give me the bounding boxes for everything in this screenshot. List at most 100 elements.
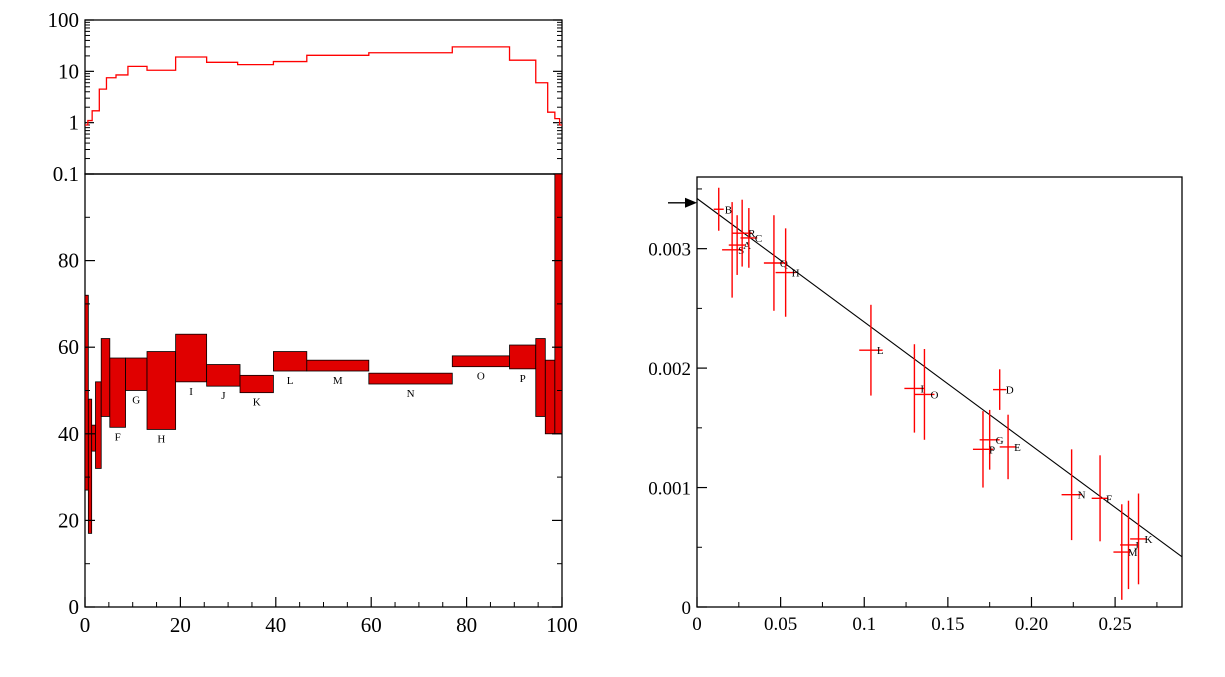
isochron-point: O: [914, 349, 938, 440]
age-step-bar: [273, 351, 308, 372]
isochron-point: P: [972, 411, 995, 488]
atmospheric-arrow: [668, 197, 697, 208]
isochron-point: S: [722, 202, 744, 298]
iso-y-tick-label: 0.002: [648, 359, 691, 380]
point-label: A: [743, 240, 751, 252]
age-y-tick-label: 0: [69, 595, 80, 619]
age-y-tick-label: 80: [58, 249, 79, 273]
kca-tick-label: 100: [48, 8, 80, 32]
age-axis-ticks: 0 20 40 60 80 100 0 20 40 60 80: [58, 216, 578, 637]
point-label: Q: [780, 258, 788, 270]
point-label: D: [1006, 385, 1014, 397]
age-step-label: M: [333, 375, 343, 387]
age-step-bar: [109, 357, 126, 428]
age-step-label: N: [407, 388, 415, 400]
point-label: S: [738, 245, 744, 257]
age-x-tick-label: 40: [265, 613, 286, 637]
point-label: B: [725, 204, 732, 216]
age-step-label: K: [253, 397, 261, 409]
point-label: R: [748, 228, 756, 240]
iso-x-tick-label: 0.25: [1098, 614, 1131, 635]
isochron-point: K: [1130, 493, 1153, 585]
age-step-label: I: [189, 386, 193, 398]
atm-arrow-head: [685, 197, 697, 208]
isochron-point: E: [999, 414, 1021, 480]
age-x-tick-label: 0: [80, 613, 91, 637]
point-label: M: [1128, 547, 1138, 559]
isochron-point: I: [904, 344, 925, 433]
isochron-point: J: [1120, 500, 1139, 590]
age-step-labels: F G H I J K L M N O P: [115, 371, 526, 446]
age-step-bar: [146, 351, 177, 430]
point-label: L: [877, 345, 884, 357]
point-label: O: [930, 389, 938, 401]
kca-tick-label: 0.1: [53, 162, 79, 186]
point-label: C: [755, 233, 762, 245]
kca-step-line: [85, 46, 562, 126]
age-step-bar: [535, 338, 546, 417]
age-step-bar: [125, 357, 148, 391]
kca-plot-frame: [84, 19, 563, 175]
iso-y-tick-label: 0.001: [648, 479, 691, 500]
age-y-tick-label: 60: [58, 335, 79, 359]
iso-x-tick-label: 0: [692, 614, 702, 635]
age-step-bar: [87, 398, 93, 534]
age-step-bar: [368, 372, 453, 385]
isochron-point: B: [713, 187, 732, 231]
iso-y-tick-label: 0.003: [648, 240, 691, 261]
iso-x-tick-label: 0.1: [852, 614, 876, 635]
isochron-point: M: [1113, 504, 1138, 600]
point-label: I: [920, 383, 924, 395]
age-step-bar: [91, 424, 96, 452]
age-step-label: G: [132, 395, 140, 407]
age-step-label: P: [520, 373, 526, 385]
age-step-label: J: [221, 390, 226, 402]
point-label: J: [1134, 540, 1139, 552]
iso-y-tick-label: 0: [682, 598, 692, 619]
point-label: E: [1014, 442, 1021, 454]
panel-b: 0 0.05 0.1 0.15 0.20 0.25 0 0.001 0.002 0.003 B SA…: [648, 176, 1183, 635]
age-step-bar: [544, 359, 556, 435]
isochron-point: L: [859, 304, 884, 396]
point-label: N: [1078, 490, 1086, 502]
isochron-points: B SAR C QH L I O D GP E N F MJ K: [713, 187, 1153, 600]
age-y-tick-label: 40: [58, 422, 79, 446]
kca-y-ticks: 100 10 1 0.1: [48, 8, 562, 186]
isochron-plot-frame: [696, 176, 1183, 608]
point-label: G: [996, 435, 1004, 447]
age-step-bar: [239, 374, 274, 394]
age-step-label: F: [115, 431, 121, 443]
point-label: K: [1145, 534, 1153, 546]
age-step-bar: [175, 333, 208, 383]
isochron-point: F: [1091, 455, 1112, 542]
age-step-bar: [95, 381, 102, 469]
age-step-bar: [84, 294, 89, 491]
iso-x-tick-label: 0.20: [1015, 614, 1048, 635]
isochron-point: D: [993, 369, 1014, 410]
iso-x-tick-label: 0.05: [764, 614, 797, 635]
age-step-bar: [451, 355, 510, 368]
isochron-point: C: [740, 208, 762, 268]
age-step-bar: [100, 338, 111, 417]
age-step-label: H: [157, 433, 165, 445]
isochron-point: N: [1061, 449, 1086, 541]
isochron-point: Q: [763, 215, 788, 311]
age-x-tick-label: 80: [456, 613, 477, 637]
point-label: F: [1106, 493, 1112, 505]
age-x-tick-label: 100: [546, 613, 578, 637]
age-spectrum-bars: [84, 173, 563, 534]
age-x-tick-label: 60: [361, 613, 382, 637]
isochron-point: H: [775, 228, 800, 317]
age-y-tick-label: 20: [58, 508, 79, 532]
age-step-bar: [509, 344, 537, 370]
age-step-label: L: [287, 375, 294, 387]
isochron-fit-line: [696, 198, 1183, 558]
iso-x-tick-label: 0.15: [931, 614, 964, 635]
age-step-bar: [306, 359, 370, 372]
isochron-axis-ticks: 0 0.05 0.1 0.15 0.20 0.25 0 0.001 0.002 0.003: [648, 188, 1158, 635]
kca-tick-label: 1: [69, 111, 80, 135]
point-label: P: [989, 444, 995, 456]
panel-a: 100 10 1 0.1 F G H I J K L M N O P 0 20 40 60 80 100 0 20 40 6…: [48, 8, 578, 637]
point-label: H: [792, 268, 800, 280]
